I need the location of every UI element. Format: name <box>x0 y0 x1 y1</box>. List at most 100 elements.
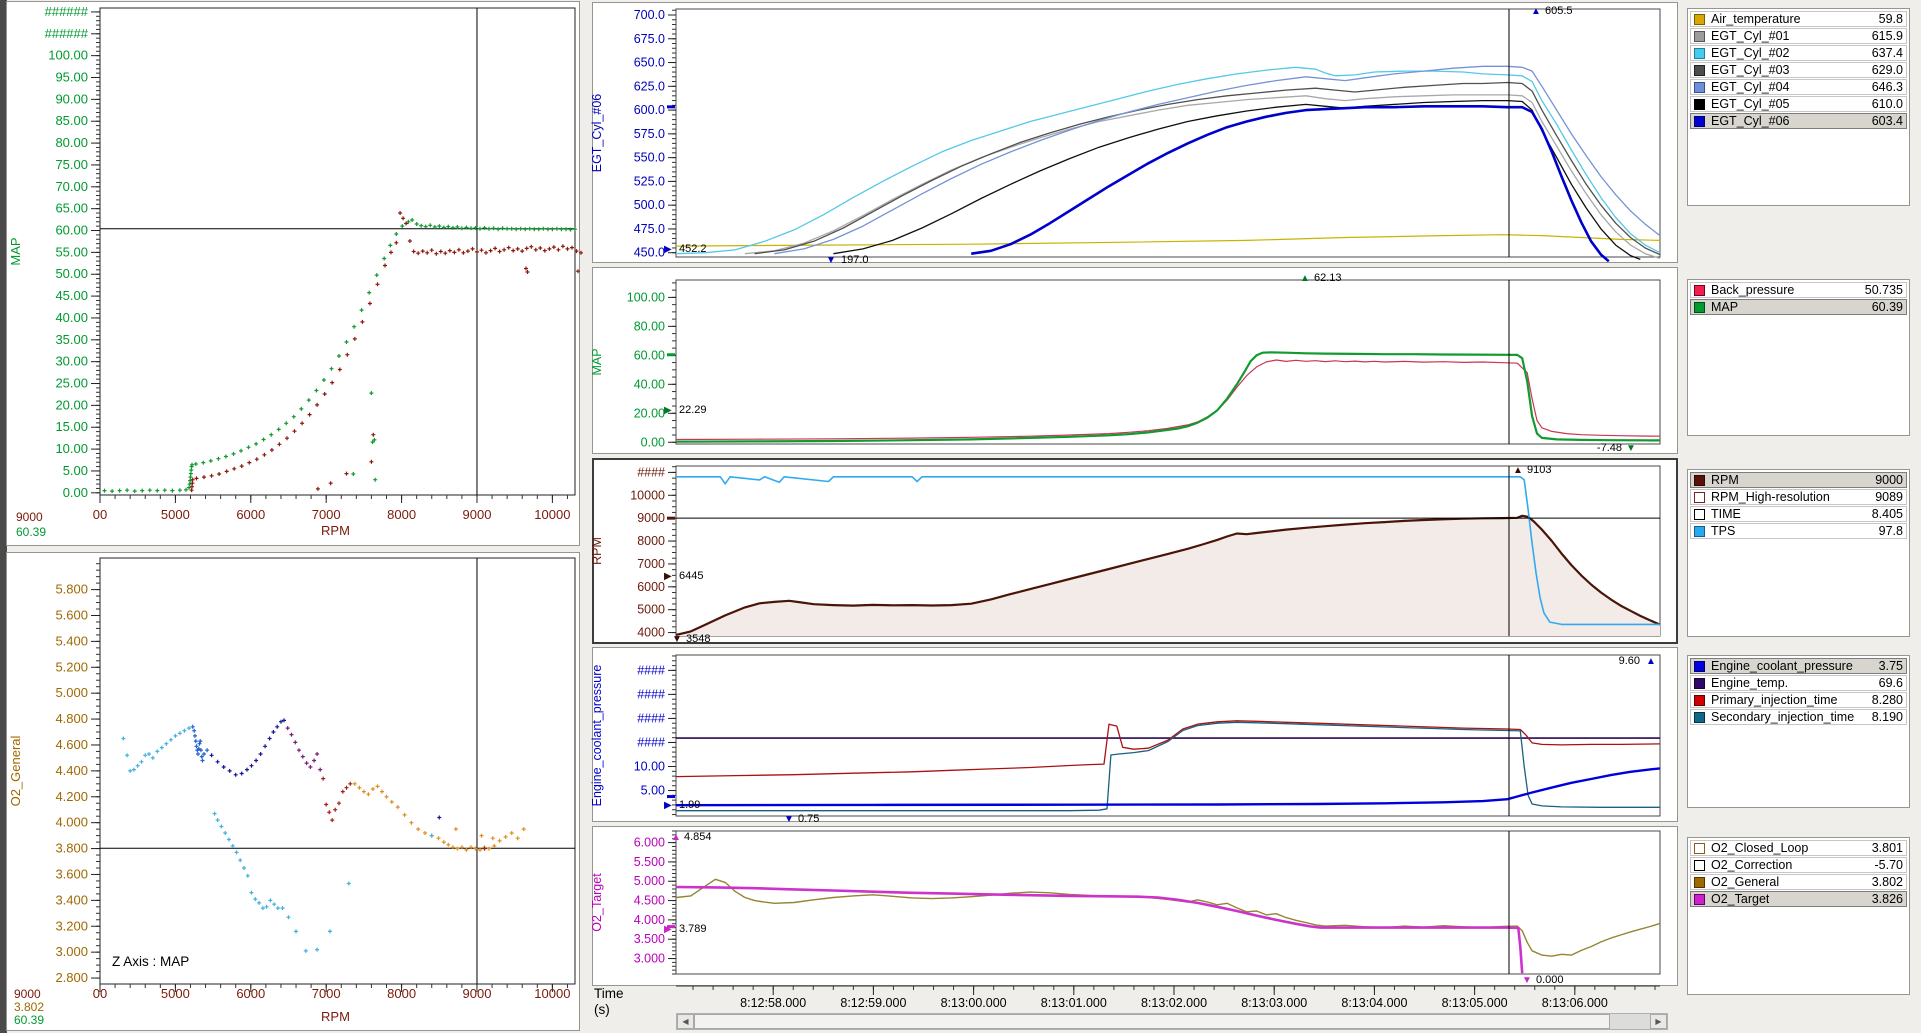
data-point <box>551 245 556 250</box>
y-axis-tick-label: 15.00 <box>55 419 88 434</box>
data-point <box>576 269 580 274</box>
channel-label: EGT_Cyl_#03 <box>1711 63 1790 77</box>
legend-row-EGT_Cyl_#01[interactable]: EGT_Cyl_#01 615.9 <box>1690 28 1907 44</box>
legend-row-EGT_Cyl_#02[interactable]: EGT_Cyl_#02 637.4 <box>1690 45 1907 61</box>
legend-row-Engine_coolant_pressure[interactable]: Engine_coolant_pressure 3.75 <box>1690 658 1907 674</box>
data-point <box>398 211 403 215</box>
y-axis-tick-label: 5.000 <box>634 874 665 888</box>
legend-row-EGT_Cyl_#06[interactable]: EGT_Cyl_#06 603.4 <box>1690 113 1907 129</box>
y-axis-tick-label: 30.00 <box>55 354 88 369</box>
data-point <box>366 792 371 797</box>
data-point <box>312 758 317 763</box>
y-axis-tick-label: 10.00 <box>634 759 665 773</box>
z-axis-note: Z Axis : MAP <box>112 954 189 969</box>
y-axis-tick-label: 4.400 <box>55 763 88 778</box>
legend-row-Air_temperature[interactable]: Air_temperature 59.8 <box>1690 11 1907 27</box>
channel-label: MAP <box>1711 300 1739 314</box>
legend-row-EGT_Cyl_#05[interactable]: EGT_Cyl_#05 610.0 <box>1690 96 1907 112</box>
data-point <box>267 736 272 741</box>
data-point <box>125 753 130 758</box>
data-point <box>375 282 380 287</box>
data-point <box>524 246 529 251</box>
legend-row-O2_Target[interactable]: O2_Target 3.826 <box>1690 891 1907 907</box>
data-point <box>394 240 399 245</box>
data-point <box>253 897 258 902</box>
channel-color-swatch <box>1694 694 1705 706</box>
data-point <box>515 246 520 251</box>
legend-row-EGT_Cyl_#04[interactable]: EGT_Cyl_#04 646.3 <box>1690 79 1907 95</box>
data-point <box>262 452 267 457</box>
data-point <box>482 225 487 230</box>
channel-label: O2_Correction <box>1711 858 1793 872</box>
data-point <box>276 427 281 432</box>
data-point <box>573 227 577 232</box>
data-point <box>455 225 460 229</box>
data-point <box>330 380 335 385</box>
y-axis-tick-label: 20.00 <box>55 397 88 412</box>
data-point <box>509 226 514 231</box>
coolant-axis-title: Engine_coolant_pressure <box>590 665 604 807</box>
legend-row-Engine_temp.[interactable]: Engine_temp. 69.6 <box>1690 675 1907 691</box>
data-point <box>164 741 169 746</box>
data-point <box>541 226 546 231</box>
legend-row-RPM[interactable]: RPM 9000 <box>1690 472 1907 488</box>
data-point <box>292 429 297 434</box>
data-point <box>215 759 220 764</box>
channel-value: 615.9 <box>1871 29 1903 43</box>
data-point <box>271 730 276 734</box>
data-point <box>373 477 378 482</box>
data-point <box>329 366 334 371</box>
data-point <box>247 460 252 465</box>
scroll-right-button[interactable]: ▶ <box>1650 1014 1667 1029</box>
channel-label: Air_temperature <box>1711 12 1801 26</box>
channel-color-swatch <box>1694 474 1705 486</box>
data-point <box>425 250 430 255</box>
legend-row-Secondary_injection_time[interactable]: Secondary_injection_time 8.190 <box>1690 709 1907 725</box>
y-axis-tick-label: ###### <box>45 4 89 19</box>
legend-row-Back_pressure[interactable]: Back_pressure 50.735 <box>1690 282 1907 298</box>
legend-row-RPM_High-resolution[interactable]: RPM_High-resolution 9089 <box>1690 489 1907 505</box>
data-point <box>277 442 282 447</box>
data-point <box>479 833 484 838</box>
legend-row-Primary_injection_time[interactable]: Primary_injection_time 8.280 <box>1690 692 1907 708</box>
max-marker-icon: ▲ <box>671 832 681 843</box>
y-axis-tick-label: 70.00 <box>55 179 88 194</box>
data-point <box>190 484 194 489</box>
data-point <box>194 744 199 749</box>
data-point <box>182 728 187 733</box>
time-scrollbar[interactable]: ◀ ▶ <box>676 1013 1668 1030</box>
legend-row-EGT_Cyl_#03[interactable]: EGT_Cyl_#03 629.0 <box>1690 62 1907 78</box>
data-point <box>497 249 502 254</box>
data-point <box>184 487 188 492</box>
legend-row-O2_General[interactable]: O2_General 3.802 <box>1690 874 1907 890</box>
series-line-Engine_coolant_pressure <box>675 767 1661 807</box>
scroll-left-button[interactable]: ◀ <box>677 1014 694 1029</box>
y-axis-tick-label: 450.0 <box>634 246 665 260</box>
legend-row-TPS[interactable]: TPS 97.8 <box>1690 523 1907 539</box>
data-point <box>286 915 291 920</box>
marker-value-label: 6445 <box>679 570 703 582</box>
legend-row-O2_Closed_Loop[interactable]: O2_Closed_Loop 3.801 <box>1690 840 1907 856</box>
data-point <box>307 412 312 417</box>
scrollbar-thumb[interactable] <box>694 1014 1610 1029</box>
data-point <box>491 226 496 231</box>
data-point <box>202 752 206 756</box>
channel-label: Primary_injection_time <box>1711 693 1838 707</box>
legend-row-MAP[interactable]: MAP 60.39 <box>1690 299 1907 315</box>
data-point <box>536 227 541 232</box>
legend-row-O2_Correction[interactable]: O2_Correction -5.70 <box>1690 857 1907 873</box>
data-point <box>450 225 455 230</box>
data-point <box>428 223 433 228</box>
channel-value: 8.280 <box>1871 693 1903 707</box>
marker-value-label: -7.48 <box>1597 442 1622 454</box>
data-point <box>459 845 464 850</box>
data-point <box>344 340 349 344</box>
legend-row-TIME[interactable]: TIME 8.405 <box>1690 506 1907 522</box>
data-point <box>545 227 550 232</box>
channel-label: RPM_High-resolution <box>1711 490 1830 504</box>
cursor-corner-value: 60.39 <box>16 525 46 539</box>
data-point <box>131 767 136 772</box>
series-line-Primary_injection_time <box>675 720 1661 778</box>
x-axis-tick-label: 00 <box>93 986 107 1001</box>
data-point <box>233 772 238 777</box>
